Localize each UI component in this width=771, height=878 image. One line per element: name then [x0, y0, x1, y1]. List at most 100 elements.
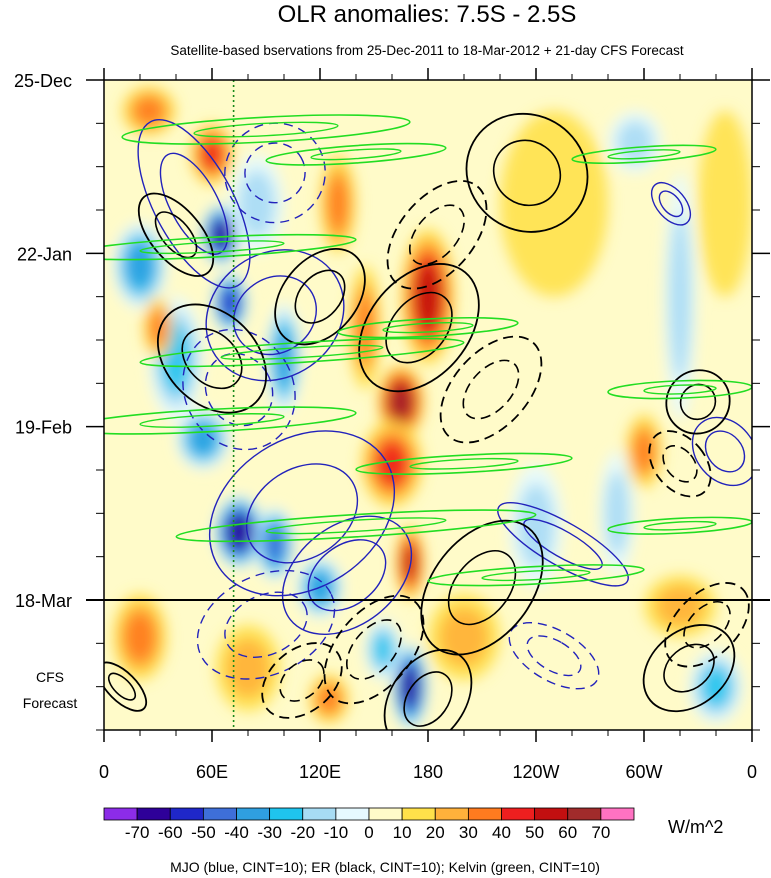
- wave-contours: [104, 112, 752, 730]
- mjo-contour: [704, 430, 746, 473]
- anomaly-field: [113, 86, 752, 730]
- colorbar-swatch: [501, 807, 536, 821]
- contour-legend-note: MJO (blue, CINT=10); ER (black, CINT=10)…: [170, 859, 600, 875]
- anomaly-blob: [238, 170, 276, 238]
- anomaly-blob: [390, 384, 412, 419]
- anomaly-blob: [133, 96, 165, 125]
- mjo-contour: [205, 249, 345, 382]
- er-contour: [648, 430, 712, 498]
- colorbar-swatch: [567, 807, 602, 821]
- kelvin-contour: [139, 413, 285, 428]
- colorbar-swatch: [401, 807, 436, 821]
- kelvin-contour: [139, 337, 465, 368]
- anomaly-blob: [265, 526, 285, 563]
- colorbar-unit: W/m^2: [668, 817, 723, 837]
- colorbar: -70 -60 -50 -40 -30 -20 -10 0 10 20 30 40 50 60 70: [103, 807, 635, 842]
- er-contour: [665, 369, 731, 435]
- anomaly-blob: [517, 483, 555, 568]
- er-contour: [492, 139, 562, 207]
- kelvin-contour: [355, 452, 573, 475]
- colorbar-swatch: [534, 807, 569, 821]
- er-contour: [323, 594, 425, 705]
- y-tick-label: 25-Dec: [14, 71, 72, 91]
- anomaly-blob: [500, 110, 608, 297]
- er-contour: [345, 619, 403, 680]
- er-contour: [279, 659, 325, 702]
- kelvin-contour: [310, 148, 402, 161]
- mjo-contour: [245, 463, 359, 564]
- er-contour: [683, 600, 731, 649]
- er-contour: [420, 519, 544, 656]
- x-tick-label: 0: [747, 762, 757, 782]
- mjo-contour: [281, 515, 413, 635]
- kelvin-contour: [427, 564, 645, 587]
- chart-subtitle: Satellite-based bservations from 25-Dec-…: [170, 43, 684, 58]
- colorbar-swatch: [103, 807, 138, 821]
- colorbar-label: -40: [224, 823, 249, 842]
- colorbar-swatch: [202, 807, 237, 821]
- plot-area: 0 60E 120E 180 120W 60W 0 25-Dec 22-Jan 19-Feb 18-…: [14, 68, 770, 782]
- anomaly-blob: [226, 638, 270, 698]
- er-contour: [107, 672, 137, 701]
- colorbar-label: 0: [364, 823, 373, 842]
- kelvin-contour: [104, 406, 357, 435]
- kelvin-contour: [382, 321, 474, 334]
- colorbar-label: 40: [492, 823, 511, 842]
- anomaly-blob-group: [113, 86, 752, 730]
- colorbar-label: 20: [426, 823, 445, 842]
- mjo-contour: [650, 182, 692, 226]
- x-tick-label: 120E: [299, 762, 341, 782]
- x-tick-label: 60W: [625, 762, 662, 782]
- mjo-contour: [691, 416, 752, 487]
- er-contour: [663, 643, 715, 693]
- anomaly-blob: [200, 138, 224, 171]
- colorbar-label: 60: [558, 823, 577, 842]
- colorbar-swatch: [467, 807, 502, 821]
- colorbar-swatch: [434, 807, 469, 821]
- kelvin-contour: [481, 569, 591, 582]
- colorbar-swatch: [368, 807, 403, 821]
- colorbar-label: 50: [525, 823, 544, 842]
- forecast-label-line2: Forecast: [23, 695, 78, 711]
- er-contour: [181, 328, 243, 390]
- er-contour: [462, 359, 520, 420]
- colorbar-label: -30: [257, 823, 282, 842]
- colorbar-label: 70: [591, 823, 610, 842]
- er-contour: [261, 642, 343, 719]
- kelvin-contour: [337, 316, 519, 339]
- anomaly-blob: [372, 631, 394, 668]
- mjo-contour: [523, 518, 603, 570]
- y-tick-label: 18-Mar: [15, 591, 72, 611]
- er-contour: [137, 192, 215, 277]
- kelvin-contour: [220, 344, 384, 361]
- colorbar-swatch: [600, 807, 635, 821]
- anomaly-blob: [403, 545, 417, 581]
- x-tick-label: 120W: [512, 762, 559, 782]
- anomaly-blob: [439, 607, 489, 667]
- chart-title: OLR anomalies: 7.5S - 2.5S: [278, 1, 577, 28]
- kelvin-contour: [265, 142, 447, 166]
- colorbar-label: -20: [290, 823, 315, 842]
- axis-ticks: 0 60E 120E 180 120W 60W 0 25-Dec 22-Jan 19-Feb 18-…: [14, 68, 770, 782]
- er-contour: [385, 291, 453, 364]
- mjo-contour: [526, 635, 582, 677]
- colorbar-label: -60: [158, 823, 183, 842]
- kelvin-contour: [104, 233, 357, 261]
- er-contour: [386, 180, 488, 290]
- er-contour: [439, 335, 543, 444]
- mjo-contour: [497, 501, 629, 587]
- anomaly-blob: [317, 685, 341, 714]
- er-contour: [465, 112, 589, 233]
- anomaly-blob: [655, 585, 705, 628]
- mjo-contour: [208, 430, 396, 597]
- mjo-contour: [244, 142, 306, 204]
- y-tick-label: 19-Feb: [15, 418, 72, 438]
- kelvin-contour: [409, 457, 519, 470]
- anomaly-blob: [616, 121, 654, 163]
- anomaly-blob: [149, 310, 167, 346]
- colorbar-label: -70: [125, 823, 150, 842]
- er-contour: [154, 211, 198, 259]
- er-contour: [274, 248, 366, 346]
- y-tick-label: 22-Jan: [17, 244, 72, 264]
- kelvin-contour: [193, 121, 339, 138]
